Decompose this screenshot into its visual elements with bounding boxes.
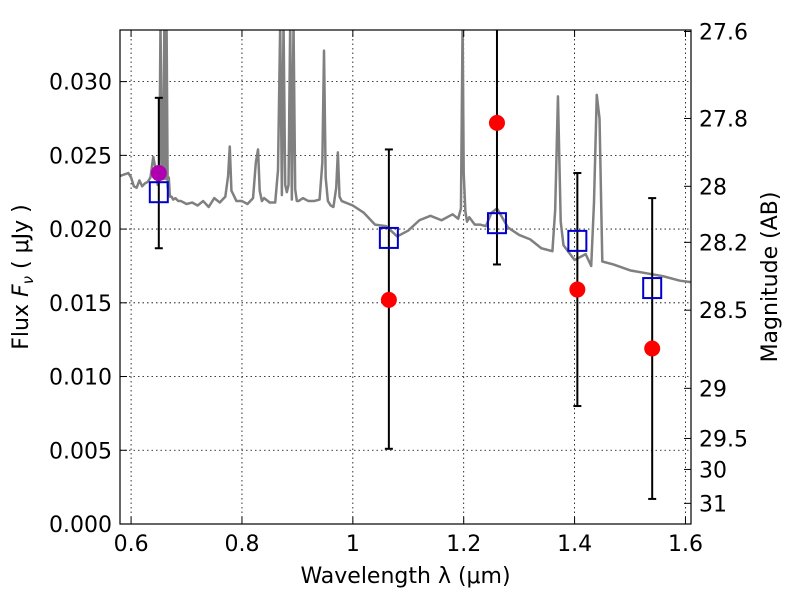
observed-photometry-point [644,340,661,357]
x-tick-label: 1.4 [557,532,592,557]
y2-tick-label: 30 [699,458,727,483]
y-tick-label: 0.000 [49,513,112,538]
y-axis-label-suffix: ( μJy ) [9,204,34,276]
x-tick-label: 1.6 [668,532,703,557]
y2-tick-label: 29.5 [699,427,748,452]
model-photometry-square [486,212,507,235]
x-tick-label: 1 [346,532,360,557]
y-tick-label: 0.005 [49,439,112,464]
observed-photometry-point [488,114,505,131]
y2-tick-label: 28.5 [699,299,748,324]
y2-tick-label: 27.8 [699,107,748,132]
y2-tick-label: 28 [699,175,727,200]
x-tick-label: 0.8 [224,532,259,557]
y2-tick-label: 28.2 [699,231,748,256]
y2-axis-label: Magnitude (AB) [758,192,783,363]
model-photometry-square [378,226,399,249]
y-axis-label-symbol: F [9,284,34,297]
y-axis-label-subscript: ν [19,276,37,284]
y2-tick-label: 31 [699,492,727,517]
y2-tick-label: 29 [699,377,727,402]
points-layer [148,114,663,357]
y-tick-label: 0.020 [49,218,112,243]
model-photometry-square [148,181,169,204]
y2-tick-label: 27.6 [699,20,748,45]
y-tick-label: 0.030 [49,71,112,96]
observed-photometry-point [569,281,586,298]
x-axis-label: Wavelength λ (μm) [300,564,510,589]
observed-photometry-point [380,291,397,308]
y-tick-label: 0.025 [49,144,112,169]
plot-frame [119,29,692,525]
y-axis-label-prefix: Flux [9,297,34,350]
y-tick-label: 0.010 [49,366,112,391]
model-photometry-square [642,277,663,300]
x-tick-label: 0.6 [114,532,149,557]
y-axis-label: Flux Fν ( μJy ) [9,204,37,349]
ticks-layer: 0.6 0.8 1 1.2 1.4 1.6 0.000 0.005 0.010 0.015 0.02… [49,20,748,557]
observed-photometry-point [150,165,167,182]
y-tick-label: 0.015 [49,292,112,317]
x-tick-label: 1.2 [446,532,481,557]
model-photometry-square [567,229,588,252]
